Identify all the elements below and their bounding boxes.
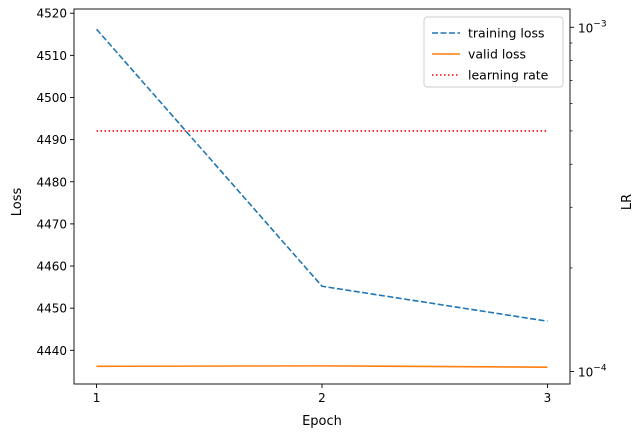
series-line-valid-loss xyxy=(96,365,548,368)
y-axis-label: Loss xyxy=(10,188,25,217)
y2-tick-label: 10−3 xyxy=(578,19,607,35)
y-tick-label: 4480 xyxy=(36,175,67,189)
x-tick-label: 3 xyxy=(544,391,552,405)
y2-tick-label-exponent: −4 xyxy=(593,364,607,374)
y-tick-label: 4450 xyxy=(36,302,67,316)
legend: training loss valid loss learning rate xyxy=(423,16,564,88)
legend-box xyxy=(423,16,564,88)
y2-tick-label-base: 10 xyxy=(578,21,593,35)
series-line-training-loss xyxy=(95,28,548,323)
x-tick-label: 1 xyxy=(93,391,101,405)
y-tick-label: 4500 xyxy=(36,91,67,105)
axes: 1 2 3 4440 4450 4460 4470 4480 4490 4500 4510 4520 1… xyxy=(36,7,606,405)
legend-label: valid loss xyxy=(468,47,526,62)
legend-label: training loss xyxy=(468,26,545,41)
y-tick-label: 4460 xyxy=(36,260,67,274)
legend-label: learning rate xyxy=(468,68,549,83)
y-tick-label: 4510 xyxy=(36,49,67,63)
y-tick-label: 4490 xyxy=(36,133,67,147)
y2-tick-label-exponent: −3 xyxy=(593,19,606,29)
y-tick-label: 4470 xyxy=(36,217,67,231)
y-tick-label: 4520 xyxy=(36,7,67,21)
x-axis-label: Epoch xyxy=(302,414,342,429)
y2-axis-label: LR xyxy=(620,194,635,210)
y-tick-label: 4440 xyxy=(36,344,67,358)
y2-tick-label-base: 10 xyxy=(578,366,593,380)
x-tick-label: 2 xyxy=(318,391,326,405)
y2-tick-label: 10−4 xyxy=(578,364,607,380)
plot-area xyxy=(95,28,548,368)
